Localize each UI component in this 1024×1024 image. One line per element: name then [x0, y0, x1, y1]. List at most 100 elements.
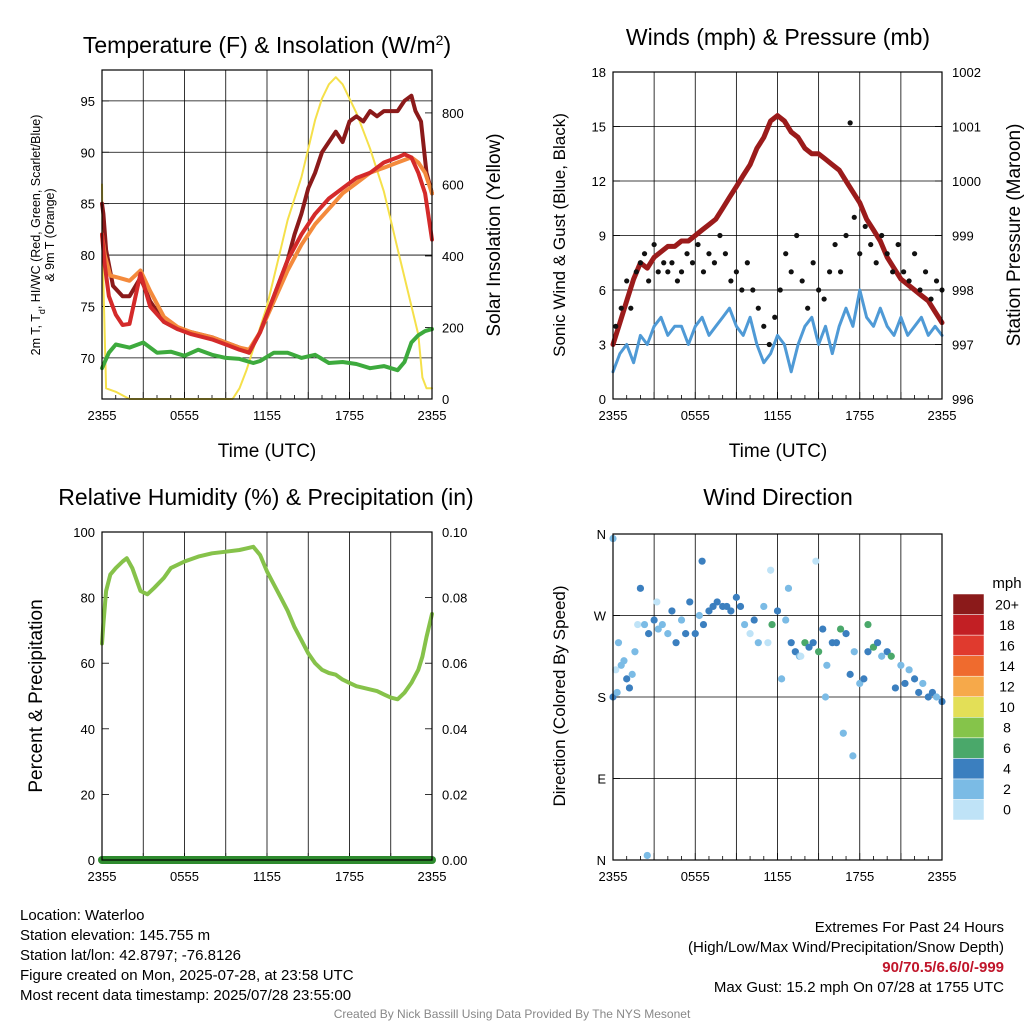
- winds-gust-point: [783, 251, 789, 257]
- wind-direction-point: [832, 639, 841, 647]
- winds-gust-point: [722, 251, 729, 257]
- wind-direction-point: [640, 620, 649, 629]
- humidity-ytick-label: 80: [81, 591, 95, 606]
- winds-ytick-right-label: 997: [952, 338, 974, 353]
- legend-swatch: [952, 696, 985, 718]
- winds-gust-point: [879, 232, 885, 239]
- temperature-xtick-label: 1155: [253, 408, 281, 423]
- wind-direction-point: [695, 611, 703, 620]
- wind-direction-point: [645, 630, 653, 638]
- station-elevation: Station elevation: 145.755 m: [20, 927, 211, 944]
- winds-gust-point: [706, 251, 712, 257]
- wind-direction-point: [823, 661, 831, 669]
- wind-direction-point: [750, 616, 758, 624]
- humidity-ytick-label: 60: [81, 656, 95, 671]
- legend-label: 12: [999, 678, 1015, 694]
- wind-direction-point: [787, 639, 795, 647]
- winds-ytick-label: 6: [599, 283, 606, 298]
- legend-label: 18: [999, 617, 1015, 633]
- winds-gust-point: [755, 305, 761, 311]
- wind-direction-point: [767, 566, 775, 574]
- wind-direction-point: [812, 557, 820, 565]
- humidity-ylabel: Percent & Precipitation: [26, 599, 47, 792]
- wind-direction-point: [682, 630, 690, 638]
- winds-gust-point: [772, 314, 778, 320]
- humidity-ytick-right-label: 0.02: [442, 787, 467, 802]
- winds-plot-border: [612, 71, 943, 400]
- temperature-ylabel-line2: & 9m T (Orange): [43, 188, 57, 281]
- winds-title: Winds (mph) & Pressure (mb): [626, 24, 930, 50]
- temperature-xtick-label: 1755: [335, 408, 364, 423]
- extremes-values: 90/70.5/6.6/0/-999: [882, 959, 1004, 976]
- winds-gust-point: [901, 269, 907, 275]
- wind-direction-point: [897, 661, 905, 669]
- winds-ytick-label: 3: [599, 338, 606, 353]
- winds-xlabel: Time (UTC): [729, 441, 828, 462]
- winds-ytick-label: 9: [599, 229, 606, 244]
- wind-direction-point: [634, 620, 642, 629]
- winds-gust-point: [821, 296, 827, 302]
- legend-swatch: [952, 593, 985, 615]
- wind-direction-point: [836, 625, 845, 633]
- wind-direction-ytick-label: N: [597, 527, 606, 542]
- wind-direction-point: [612, 666, 620, 674]
- winds-gust-point: [843, 232, 849, 239]
- temperature-ytick-label: 85: [81, 197, 95, 212]
- legend-title: mph: [992, 575, 1021, 592]
- wind-direction-point: [819, 625, 827, 633]
- recent-data-timestamp: Most recent data timestamp: 2025/07/28 2…: [20, 987, 352, 1004]
- wind-direction-point: [873, 639, 882, 647]
- temperature-ytick-label: 70: [81, 351, 95, 366]
- winds-gust-point: [810, 260, 816, 266]
- wind-direction-point: [727, 607, 735, 615]
- wind-direction-point: [628, 670, 636, 678]
- wind-direction-point: [631, 648, 639, 656]
- wind-direction-xtick-label: 0555: [681, 869, 710, 884]
- station-info: Location: Waterloo Station elevation: 14…: [20, 906, 354, 1006]
- wind-direction-point: [746, 630, 754, 638]
- legend-label: 4: [1003, 761, 1011, 777]
- wind-direction-point: [784, 584, 793, 592]
- wind-direction-point: [698, 557, 706, 565]
- winds-gust-point: [646, 278, 652, 284]
- wind-direction-point: [773, 607, 782, 615]
- temperature-series-dewpoint: [100, 327, 434, 373]
- wind-direction-point: [815, 648, 823, 656]
- winds-xtick-label: 2355: [928, 408, 957, 423]
- winds-gust-point: [928, 296, 934, 302]
- winds-gust-point: [711, 260, 718, 266]
- wind-direction-point: [664, 630, 672, 638]
- wind-direction-point: [901, 679, 909, 688]
- legend-swatch: [952, 614, 985, 636]
- humidity-ytick-right-label: 0.06: [442, 656, 467, 671]
- winds-gust-point: [655, 269, 661, 275]
- temperature-ytick-label: 80: [81, 248, 95, 263]
- wind-direction-point: [919, 679, 927, 688]
- winds-ytick-right-label: 996: [952, 392, 974, 407]
- wind-direction-point: [614, 639, 623, 647]
- winds-gust-point: [832, 241, 838, 248]
- temperature-xtick-label: 0555: [170, 408, 199, 423]
- extremes-box: Extremes For Past 24 Hours (High/Low/Max…: [688, 918, 1004, 998]
- wind-direction-point: [760, 602, 768, 611]
- winds-gust-point: [739, 287, 745, 293]
- winds-gust-point: [669, 260, 675, 266]
- wind-direction-point: [849, 752, 857, 760]
- wind-direction-point: [764, 639, 772, 647]
- meteogram-figure: Temperature (F) & Insolation (W/m2) 2m T…: [26, 24, 1024, 884]
- wind-direction-xtick-label: 2355: [928, 869, 957, 884]
- wind-direction-ytick-label: E: [597, 772, 606, 787]
- wind-direction-point: [741, 620, 749, 629]
- wind-direction-point: [782, 616, 790, 624]
- wind-direction-point: [613, 688, 621, 697]
- legend-label: 16: [999, 637, 1015, 653]
- wind-direction-point: [658, 620, 666, 629]
- winds-gust-point: [618, 305, 624, 311]
- winds-ylabel: Sonic Wind & Gust (Blue, Black): [550, 113, 569, 357]
- temperature-series-temp_2m: [100, 152, 434, 355]
- wind-direction-point: [754, 639, 762, 647]
- wind-direction-xtick-label: 2355: [599, 869, 628, 884]
- humidity-ytick-right-label: 0.08: [442, 591, 467, 606]
- temperature-xtick-label: 2355: [88, 408, 117, 423]
- legend-swatch: [952, 778, 985, 800]
